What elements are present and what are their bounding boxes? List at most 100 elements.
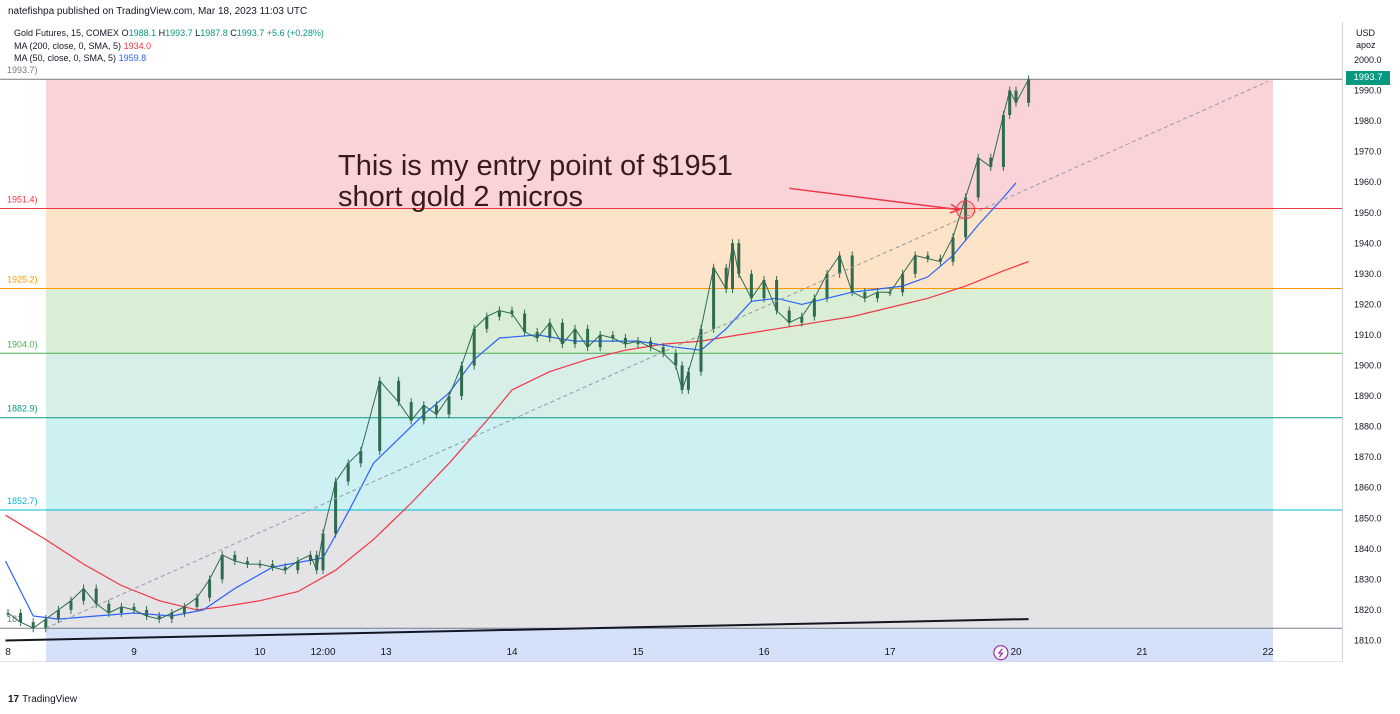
candle-body [245, 561, 249, 565]
candle-body [762, 279, 766, 299]
price-axis[interactable]: 1810.0 1820.0 1830.0 1840.0 1850.0 1860.0 1870… [1342, 22, 1400, 662]
time-tick-label: 9 [131, 647, 137, 658]
time-tick-label: 13 [380, 647, 392, 658]
last-price-badge: 1993.7 [1346, 71, 1390, 85]
fib-zone [46, 628, 1273, 662]
entry-note-line2: short gold 2 micros [338, 181, 583, 213]
candle-body [315, 554, 319, 571]
candle-body [69, 600, 73, 610]
candle-body [208, 579, 212, 598]
candle-body [787, 310, 791, 323]
publish-line: natefishpa published on TradingView.com,… [8, 6, 308, 17]
candle-body [938, 258, 942, 262]
candle-body [182, 606, 186, 613]
candle-body [573, 328, 577, 345]
price-tick-label: 1860.0 [1354, 483, 1382, 493]
fib-zone [46, 417, 1273, 511]
ma200-value: 1934.0 [123, 40, 152, 51]
price-tick-label: 1820.0 [1354, 605, 1382, 615]
fib-level-label: 181 [7, 614, 22, 624]
candle-body [800, 316, 804, 323]
entry-arrow [789, 187, 960, 211]
price-tick-label: 1810.0 [1354, 635, 1382, 645]
candle-body [812, 298, 816, 317]
high-value: 1993.7 [165, 28, 193, 38]
candle-body [132, 606, 136, 610]
time-tick-label: 14 [506, 647, 518, 658]
time-tick-label: 21 [1136, 647, 1148, 658]
brand-name: TradingView [22, 694, 78, 705]
candle-body [170, 612, 174, 620]
price-tick-label: 1920.0 [1354, 299, 1382, 309]
symbol-title[interactable]: Gold Futures, 15, COMEX [14, 28, 120, 38]
fib-level-label: 1882.9) [7, 404, 38, 414]
candle-body [334, 481, 338, 534]
candle-body [699, 328, 703, 372]
time-tick-label: 12:00 [310, 647, 335, 658]
candle-body [1014, 90, 1018, 103]
candle-body [19, 612, 23, 623]
candle-body [825, 273, 829, 299]
time-tick-label: 17 [884, 647, 896, 658]
candle-body [686, 371, 690, 390]
candle-body [321, 533, 325, 571]
price-tick-label: 1950.0 [1354, 208, 1382, 218]
price-line [7, 78, 1030, 629]
fib-zone [46, 510, 1273, 629]
entry-note[interactable]: This is my entry point of $1951 short go… [338, 151, 733, 213]
candle-body [346, 463, 350, 482]
price-tick-label: 1880.0 [1354, 422, 1382, 432]
price-chart[interactable]: 1993.7) 1951.4) 1925.2) 1904.0) 1882.9) 1852.… [0, 22, 1342, 662]
candle-body [497, 310, 501, 317]
candle-body [271, 564, 275, 568]
candle-body [901, 273, 905, 293]
time-tick-label: 20 [1010, 647, 1022, 658]
candle-body [56, 609, 60, 620]
close-value: 1993.7 [236, 28, 265, 38]
legend-ma200-row[interactable]: MA (200, close, 0, SMA, 5) 1934.0 [14, 40, 324, 53]
candle-body [378, 380, 382, 452]
candle-body [94, 588, 98, 604]
candle-body [460, 365, 464, 397]
high-label: H [158, 28, 166, 38]
ma50-value: 1959.8 [118, 53, 147, 63]
candle-body [145, 609, 149, 617]
time-tick-label: 10 [254, 647, 266, 658]
candle-body [447, 396, 451, 415]
candle-body [535, 331, 539, 339]
candle-body [233, 554, 237, 562]
candle-body [1027, 79, 1031, 103]
open-label: O [121, 28, 129, 38]
candle-body [296, 561, 300, 571]
candle-body [6, 612, 10, 615]
candle-body [926, 255, 930, 259]
price-tick-label: 1890.0 [1354, 391, 1382, 401]
bolt-glyph-icon [997, 648, 1004, 658]
fib-level-lines [0, 78, 1342, 629]
price-tick-label: 1910.0 [1354, 330, 1382, 340]
candle-body [422, 405, 426, 421]
candle-body [731, 243, 734, 290]
tradingview-brand[interactable]: 17 TradingView [8, 694, 77, 705]
price-tick-label: 1840.0 [1354, 544, 1382, 554]
time-axis[interactable]: 8 9 10 12:00 13 14 15 16 17 20 21 22 [0, 647, 1342, 662]
fib-level-label: 1852.7) [7, 496, 38, 506]
currency-unit: apoz [1356, 40, 1376, 50]
candle-body [850, 255, 854, 293]
candle-body [775, 279, 779, 311]
projection-dashed-line [45, 80, 1269, 629]
fib-zone [46, 79, 1273, 209]
candle-body [623, 338, 627, 345]
candle-body [472, 328, 476, 366]
candle-body [157, 616, 161, 620]
candle-body [560, 322, 564, 345]
candle-body [82, 588, 86, 601]
candle-body [661, 347, 665, 354]
fib-zone [46, 353, 1273, 418]
candle-body [107, 603, 111, 613]
candle-body [875, 292, 879, 299]
currency-label[interactable]: USD apoz [1356, 27, 1376, 51]
candle-body [485, 316, 489, 329]
candle-body [510, 310, 514, 314]
legend-ma50-row[interactable]: MA (50, close, 0, SMA, 5) 1959.8 [14, 52, 324, 65]
